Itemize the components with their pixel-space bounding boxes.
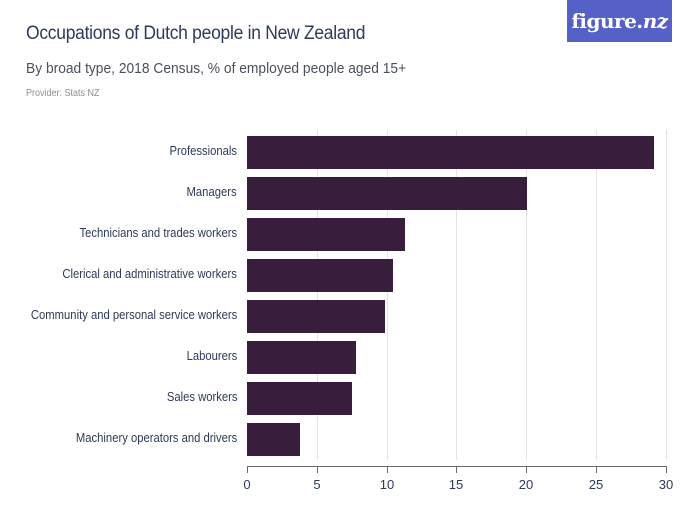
x-tick-label: 20 xyxy=(518,477,534,492)
category-label: Sales workers xyxy=(166,390,237,404)
x-tick xyxy=(456,466,457,473)
x-tick-label: 30 xyxy=(658,477,674,492)
x-tick xyxy=(666,466,667,473)
x-tick xyxy=(317,466,318,473)
logo-text: figure. xyxy=(571,9,643,33)
bar[interactable] xyxy=(247,382,352,415)
category-label: Technicians and trades workers xyxy=(79,226,237,240)
x-tick xyxy=(387,466,388,473)
x-tick-label: 25 xyxy=(588,477,604,492)
x-tick xyxy=(526,466,527,473)
provider-label: Provider: Stats NZ xyxy=(26,88,100,99)
bar[interactable] xyxy=(247,423,300,456)
bar[interactable] xyxy=(247,218,405,251)
bar[interactable] xyxy=(247,136,655,169)
gridline xyxy=(666,130,667,460)
chart-title: Occupations of Dutch people in New Zeala… xyxy=(26,23,366,44)
bar[interactable] xyxy=(247,341,356,374)
category-label: Professionals xyxy=(169,144,237,158)
category-label: Labourers xyxy=(186,349,237,363)
x-tick-label: 15 xyxy=(448,477,464,492)
category-label: Managers xyxy=(186,185,237,199)
category-label: Machinery operators and drivers xyxy=(75,431,237,445)
x-tick-label: 10 xyxy=(379,477,395,492)
x-tick-label: 5 xyxy=(313,477,321,492)
category-label: Clerical and administrative workers xyxy=(62,267,237,281)
logo-accent: nz xyxy=(642,9,668,33)
figure-nz-logo[interactable]: figure. nz xyxy=(567,0,672,42)
x-tick xyxy=(247,466,248,473)
gridline xyxy=(526,130,527,460)
gridline xyxy=(387,130,388,460)
bar[interactable] xyxy=(247,259,394,292)
bar[interactable] xyxy=(247,177,528,210)
gridline xyxy=(456,130,457,460)
category-label: Community and personal service workers xyxy=(30,308,237,322)
x-tick-label: 0 xyxy=(243,477,251,492)
gridline xyxy=(596,130,597,460)
chart-subtitle: By broad type, 2018 Census, % of employe… xyxy=(26,60,407,77)
gridline xyxy=(317,130,318,460)
bar[interactable] xyxy=(247,300,386,333)
x-tick xyxy=(596,466,597,473)
